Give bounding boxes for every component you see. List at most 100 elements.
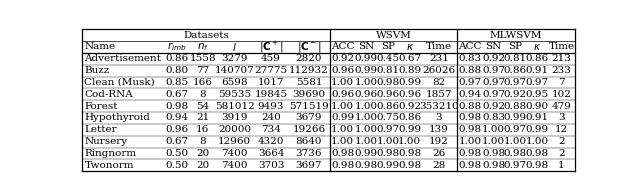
Text: 12960: 12960 — [218, 137, 251, 146]
Text: 1.00: 1.00 — [398, 137, 421, 146]
Text: $n_f$: $n_f$ — [196, 41, 209, 53]
Text: 0.92: 0.92 — [482, 54, 506, 63]
Text: 0.99: 0.99 — [525, 125, 548, 134]
Text: 0.92: 0.92 — [482, 102, 506, 111]
Text: Buzz: Buzz — [84, 66, 109, 75]
Text: 0.92: 0.92 — [504, 90, 527, 99]
Text: 7400: 7400 — [221, 161, 248, 170]
Text: 2: 2 — [558, 137, 564, 146]
Text: 0.80: 0.80 — [165, 66, 188, 75]
Text: 4320: 4320 — [258, 137, 284, 146]
Text: 0.98: 0.98 — [459, 149, 482, 158]
Text: 0.99: 0.99 — [398, 125, 421, 134]
Text: 0.88: 0.88 — [459, 102, 482, 111]
Text: 1.00: 1.00 — [376, 137, 399, 146]
Text: 2820: 2820 — [296, 54, 322, 63]
Text: 139: 139 — [429, 125, 449, 134]
Text: Ringnorm: Ringnorm — [84, 149, 136, 158]
Text: 3279: 3279 — [221, 54, 248, 63]
Text: 1857: 1857 — [426, 90, 452, 99]
Text: 140707: 140707 — [214, 66, 254, 75]
Text: 3697: 3697 — [296, 161, 322, 170]
Text: Forest: Forest — [84, 102, 118, 111]
Text: 0.97: 0.97 — [504, 78, 527, 87]
Text: $|\mathbf{C}^+|$: $|\mathbf{C}^+|$ — [259, 39, 284, 55]
Text: WSVM: WSVM — [376, 31, 412, 40]
Text: Time: Time — [426, 42, 452, 51]
Text: 82: 82 — [433, 78, 445, 87]
Text: 0.99: 0.99 — [398, 78, 421, 87]
Text: 59535: 59535 — [218, 90, 251, 99]
Text: 0.98: 0.98 — [355, 161, 378, 170]
Text: 0.98: 0.98 — [482, 149, 506, 158]
Text: Twonorm: Twonorm — [84, 161, 134, 170]
Text: 20: 20 — [196, 161, 209, 170]
Text: 0.97: 0.97 — [459, 78, 482, 87]
Text: 0.45: 0.45 — [376, 54, 399, 63]
Text: 16: 16 — [196, 125, 209, 134]
Text: 1.00: 1.00 — [504, 137, 527, 146]
Text: 19266: 19266 — [292, 125, 326, 134]
Text: 0.98: 0.98 — [332, 149, 355, 158]
Text: 1.00: 1.00 — [459, 137, 482, 146]
Text: 7: 7 — [558, 78, 564, 87]
Text: 0.98: 0.98 — [459, 113, 482, 122]
Text: 1.00: 1.00 — [355, 78, 378, 87]
Text: 353210: 353210 — [419, 102, 459, 111]
Text: 39690: 39690 — [292, 90, 326, 99]
Text: Name: Name — [84, 42, 116, 51]
Text: 0.97: 0.97 — [504, 161, 527, 170]
Text: 0.92: 0.92 — [332, 54, 355, 63]
Text: 0.81: 0.81 — [504, 54, 527, 63]
Text: 0.67: 0.67 — [165, 137, 188, 146]
Text: 581012: 581012 — [214, 102, 254, 111]
Text: 3: 3 — [558, 113, 564, 122]
Text: 54: 54 — [196, 102, 209, 111]
Text: $|\mathbf{C}^-|$: $|\mathbf{C}^-|$ — [296, 40, 321, 54]
Text: 0.98: 0.98 — [459, 161, 482, 170]
Text: 1.00: 1.00 — [355, 113, 378, 122]
Text: 0.96: 0.96 — [165, 125, 188, 134]
Text: SP: SP — [508, 42, 522, 51]
Text: SN: SN — [358, 42, 374, 51]
Text: $r_{imb}$: $r_{imb}$ — [167, 41, 187, 53]
Text: 1017: 1017 — [258, 78, 284, 87]
Text: 27775: 27775 — [255, 66, 287, 75]
Text: 0.88: 0.88 — [459, 66, 482, 75]
Text: 1558: 1558 — [189, 54, 216, 63]
Text: 3919: 3919 — [221, 113, 248, 122]
Text: 0.86: 0.86 — [398, 113, 421, 122]
Text: 1: 1 — [558, 161, 564, 170]
Text: 7400: 7400 — [221, 149, 248, 158]
Text: 0.98: 0.98 — [376, 78, 399, 87]
Text: ACC: ACC — [458, 42, 482, 51]
Text: 1.00: 1.00 — [332, 102, 355, 111]
Text: 0.89: 0.89 — [398, 66, 421, 75]
Text: 0.94: 0.94 — [459, 90, 482, 99]
Text: 3664: 3664 — [258, 149, 284, 158]
Text: 1.00: 1.00 — [332, 78, 355, 87]
Text: 459: 459 — [261, 54, 281, 63]
Text: 0.96: 0.96 — [398, 90, 421, 99]
Text: 3736: 3736 — [296, 149, 322, 158]
Text: 1.00: 1.00 — [355, 102, 378, 111]
Text: 3: 3 — [436, 113, 442, 122]
Text: Cod-RNA: Cod-RNA — [84, 90, 133, 99]
Text: 19845: 19845 — [255, 90, 287, 99]
Text: 0.98: 0.98 — [482, 161, 506, 170]
Text: Advertisement: Advertisement — [84, 54, 161, 63]
Text: 0.97: 0.97 — [376, 125, 399, 134]
Text: 0.97: 0.97 — [482, 90, 506, 99]
Text: 0.99: 0.99 — [355, 66, 378, 75]
Text: 571519: 571519 — [289, 102, 329, 111]
Text: 1.00: 1.00 — [355, 125, 378, 134]
Text: 2: 2 — [558, 149, 564, 158]
Text: 3703: 3703 — [258, 161, 284, 170]
Text: 240: 240 — [261, 113, 281, 122]
Text: 8640: 8640 — [296, 137, 322, 146]
Text: 20: 20 — [196, 149, 209, 158]
Text: 0.98: 0.98 — [525, 149, 548, 158]
Text: 0.98: 0.98 — [376, 149, 399, 158]
Text: Hypothyroid: Hypothyroid — [84, 113, 150, 122]
Text: 0.98: 0.98 — [398, 149, 421, 158]
